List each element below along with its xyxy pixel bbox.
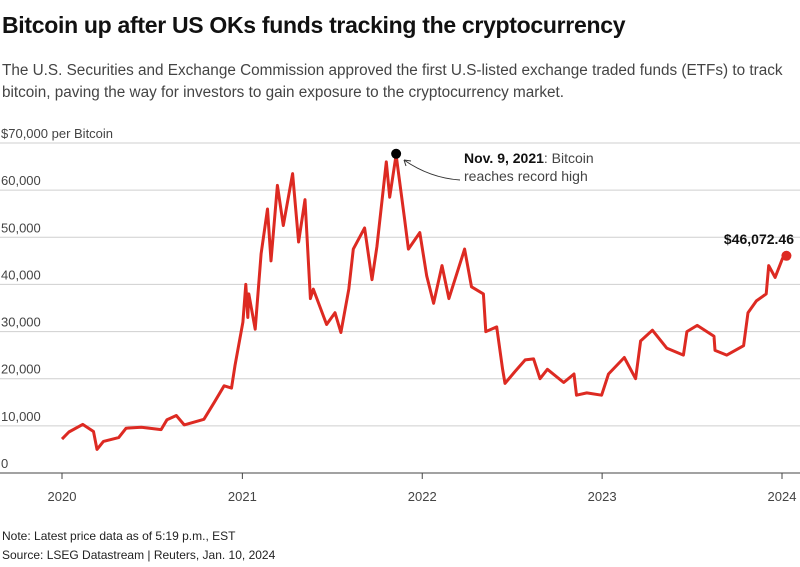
x-tick-label: 2020	[48, 489, 77, 504]
x-tick-label: 2021	[228, 489, 257, 504]
y-tick-label: 0	[1, 456, 8, 471]
y-tick-label: 50,000	[1, 220, 41, 235]
price-line	[60, 153, 788, 451]
y-tick-label: 40,000	[1, 267, 41, 282]
y-tick-label: 20,000	[1, 362, 41, 377]
footer-note: Note: Latest price data as of 5:19 p.m.,…	[2, 529, 236, 543]
x-tick-label: 2024	[768, 489, 797, 504]
annotation-text-line2: reaches record high	[464, 168, 588, 184]
x-tick-label: 2022	[408, 489, 437, 504]
footer-source: Source: LSEG Datastream | Reuters, Jan. …	[2, 548, 276, 562]
y-tick-label: 60,000	[1, 173, 41, 188]
y-tick-label: 10,000	[1, 409, 41, 424]
y-tick-label: $70,000 per Bitcoin	[1, 126, 113, 141]
latest-price-label: $46,072.46	[724, 231, 794, 247]
annotation-date: Nov. 9, 2021	[464, 150, 544, 166]
x-tick-label: 2023	[588, 489, 617, 504]
chart-subtitle: The U.S. Securities and Exchange Commiss…	[2, 62, 783, 101]
annotation-text: : Bitcoin	[544, 150, 594, 166]
latest-price-marker	[781, 250, 792, 261]
chart-title: Bitcoin up after US OKs funds tracking t…	[2, 12, 626, 38]
y-tick-label: 30,000	[1, 315, 41, 330]
arrow-head-icon	[403, 159, 412, 167]
record-high-marker	[391, 148, 402, 159]
record-high-annotation: Nov. 9, 2021: Bitcoin	[464, 150, 594, 166]
annotation-arrow	[403, 159, 461, 181]
